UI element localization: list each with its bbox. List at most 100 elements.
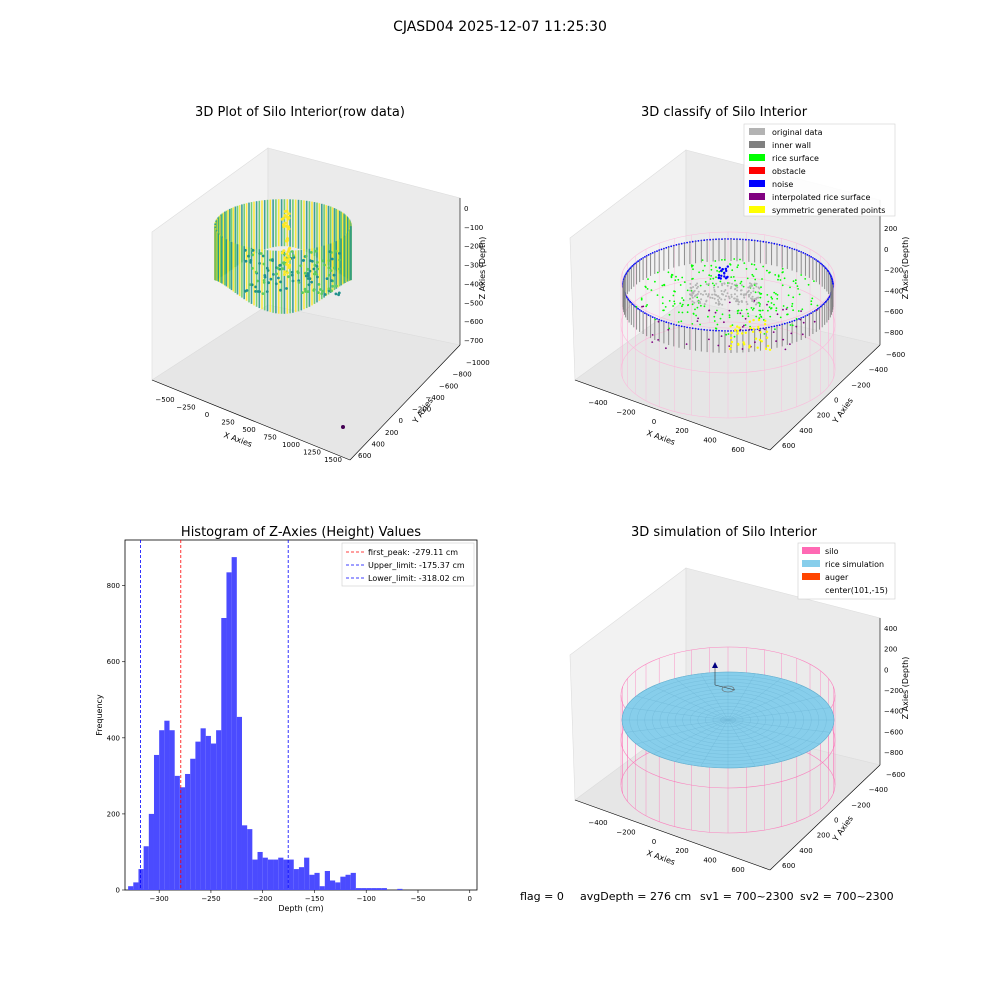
y-tick-labels: 0 200 400 600 800	[107, 582, 125, 895]
interpolated-point	[763, 328, 766, 331]
data-point	[287, 225, 290, 229]
rice-surface-point	[729, 263, 731, 265]
original-data-point	[733, 284, 736, 286]
original-data-point	[713, 293, 716, 296]
data-point	[262, 262, 266, 266]
rice-surface-point	[737, 264, 739, 267]
original-data-point	[689, 289, 692, 292]
original-data-point	[755, 297, 757, 300]
x-tick-label: 200	[675, 427, 688, 435]
data-point	[247, 254, 250, 258]
rice-surface-point	[672, 305, 674, 307]
data-point	[283, 256, 287, 260]
rice-grid-line	[652, 685, 729, 721]
rice-surface-point	[797, 310, 800, 312]
data-point	[332, 273, 336, 277]
interpolated-point	[744, 317, 747, 320]
rice-surface-point	[656, 271, 659, 274]
original-data-point	[717, 302, 720, 305]
rice-surface-point	[740, 309, 743, 312]
noise-point	[665, 321, 668, 324]
rice-surface-point	[747, 315, 750, 318]
rice-surface-point	[791, 324, 794, 327]
rice-surface-point	[694, 308, 696, 311]
x-tick-label: 750	[263, 434, 276, 442]
rice-surface-point	[760, 316, 763, 318]
rice-surface-point	[743, 262, 746, 264]
symmetric-point	[729, 325, 732, 328]
noise-point	[793, 319, 796, 322]
data-point	[287, 266, 291, 269]
original-data-point	[700, 298, 703, 301]
rice-surface-point	[686, 311, 689, 314]
histogram-bar	[329, 880, 336, 890]
symmetric-point	[757, 325, 760, 329]
interpolated-point	[708, 309, 711, 312]
noise-point	[802, 252, 805, 254]
symmetric-point	[757, 318, 761, 322]
symmetric-point	[764, 319, 767, 322]
rice-surface-point	[775, 307, 778, 309]
noise-point	[640, 258, 643, 260]
rice-surface-point	[761, 309, 764, 312]
histogram-bar	[138, 869, 144, 890]
rice-surface-point	[721, 313, 724, 316]
x-tick-label: 0	[652, 838, 656, 846]
rice-surface-point	[763, 333, 766, 335]
noise-point	[691, 327, 694, 330]
symmetric-point	[765, 330, 769, 333]
data-point	[278, 264, 282, 267]
rice-surface-point	[673, 300, 676, 303]
symmetric-point	[749, 326, 752, 330]
rice-surface-point	[760, 286, 762, 289]
noise-point	[817, 260, 819, 263]
scatter-points	[214, 199, 352, 429]
rice-simulation-surface	[621, 671, 835, 769]
original-data-point	[730, 295, 733, 298]
original-data-point	[745, 300, 748, 303]
noise-point	[721, 238, 723, 241]
y-tick-label: 200	[385, 429, 398, 437]
rice-surface-point	[733, 258, 736, 260]
noise-point	[824, 300, 827, 303]
symmetric-point	[734, 328, 737, 331]
rice-surface-point	[713, 315, 716, 318]
rice-surface-point	[696, 306, 699, 309]
z-tick-label: −600	[464, 318, 483, 326]
rice-surface-point	[777, 274, 780, 277]
x-tick-label: −200	[253, 895, 272, 903]
original-data-point	[751, 284, 754, 287]
noise-point	[798, 318, 800, 320]
rice-surface-point	[681, 297, 683, 299]
interpolated-point	[665, 347, 667, 350]
noise-point	[709, 329, 711, 332]
histogram-bar	[195, 741, 201, 890]
interpolated-point	[754, 341, 756, 344]
noise-point	[703, 328, 706, 331]
rice-surface-point	[733, 335, 736, 338]
data-point	[312, 288, 316, 292]
rice-surface-point	[673, 302, 676, 305]
rice-surface-point	[650, 289, 653, 291]
rice-surface-point	[713, 284, 716, 287]
noise-point	[783, 322, 786, 325]
rice-surface-point	[668, 300, 671, 302]
rice-surface-point	[768, 306, 771, 309]
rice-surface-point	[712, 277, 715, 280]
original-data-point	[705, 283, 708, 286]
legend-swatch	[802, 547, 820, 554]
original-data-point	[751, 295, 754, 298]
data-point	[262, 279, 266, 282]
rice-surface-point	[691, 303, 694, 306]
original-data-point	[689, 298, 691, 301]
histogram-bar	[278, 857, 284, 890]
histogram-bar	[293, 869, 299, 890]
histogram-bar	[236, 716, 242, 890]
symmetric-point	[742, 341, 745, 344]
x-tick-label: −100	[357, 895, 376, 903]
original-data-point	[699, 292, 702, 295]
x-tick-label: −500	[155, 396, 174, 404]
data-point	[332, 266, 336, 270]
histogram-bar	[397, 888, 403, 890]
